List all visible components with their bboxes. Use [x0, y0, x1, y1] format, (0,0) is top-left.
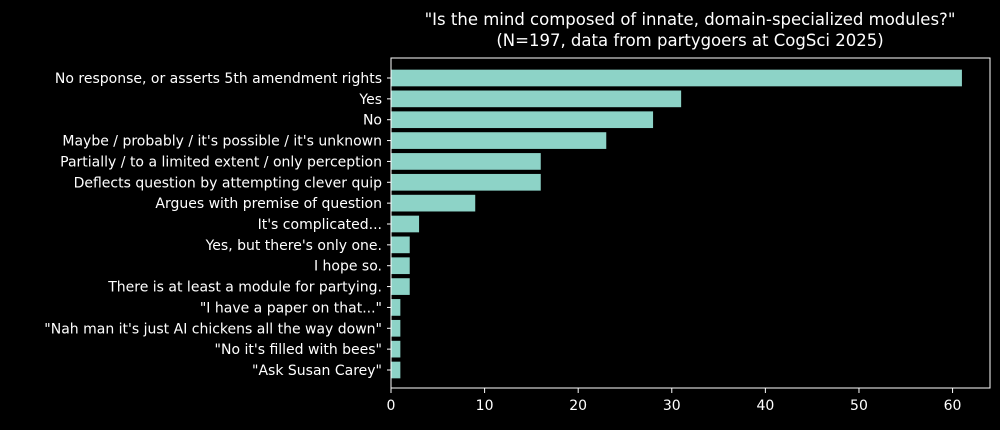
bar [391, 153, 541, 170]
bar [391, 361, 401, 379]
plot-frame [390, 57, 991, 389]
category-label: Partially / to a limited extent / only p… [60, 154, 382, 170]
category-label: Yes [358, 92, 382, 108]
bar [391, 299, 401, 316]
bar [391, 132, 607, 149]
category-label: "I have a paper on that..." [200, 300, 382, 316]
bar [391, 215, 420, 233]
bar [391, 90, 682, 108]
bar [391, 111, 654, 129]
chart-title-line1: "Is the mind composed of innate, domain-… [425, 10, 956, 29]
category-label: There is at least a module for partying. [107, 280, 382, 296]
category-label: It's complicated... [258, 217, 382, 233]
chart-title-line2: (N=197, data from partygoers at CogSci 2… [496, 31, 883, 50]
x-tick-label: 50 [850, 398, 868, 414]
category-label: I hope so. [314, 259, 382, 275]
x-tick-label: 0 [387, 398, 396, 414]
bar [391, 194, 476, 212]
category-label: Maybe / probably / it's possible / it's … [62, 134, 382, 150]
x-tick-label: 60 [944, 398, 962, 414]
category-label: "Ask Susan Carey" [252, 363, 382, 379]
category-label: Deflects question by attempting clever q… [74, 175, 383, 191]
bar [391, 340, 401, 358]
category-label: Argues with premise of question [155, 196, 382, 212]
x-tick-label: 20 [569, 398, 587, 414]
category-label: Yes, but there's only one. [205, 238, 382, 254]
bar [391, 173, 541, 191]
x-tick-label: 10 [476, 398, 494, 414]
x-tick-label: 40 [756, 398, 774, 414]
category-label: "No it's filled with bees" [215, 342, 382, 358]
category-label: "Nah man it's just AI chickens all the w… [44, 321, 382, 337]
x-tick-label: 30 [663, 398, 681, 414]
category-label: No [363, 113, 382, 129]
bar [391, 236, 410, 254]
bar [391, 69, 962, 87]
bar [391, 319, 401, 337]
category-label: No response, or asserts 5th amendment ri… [55, 71, 382, 87]
plot-area: No response, or asserts 5th amendment ri… [44, 57, 991, 414]
bar [391, 278, 410, 295]
bar [391, 257, 410, 275]
